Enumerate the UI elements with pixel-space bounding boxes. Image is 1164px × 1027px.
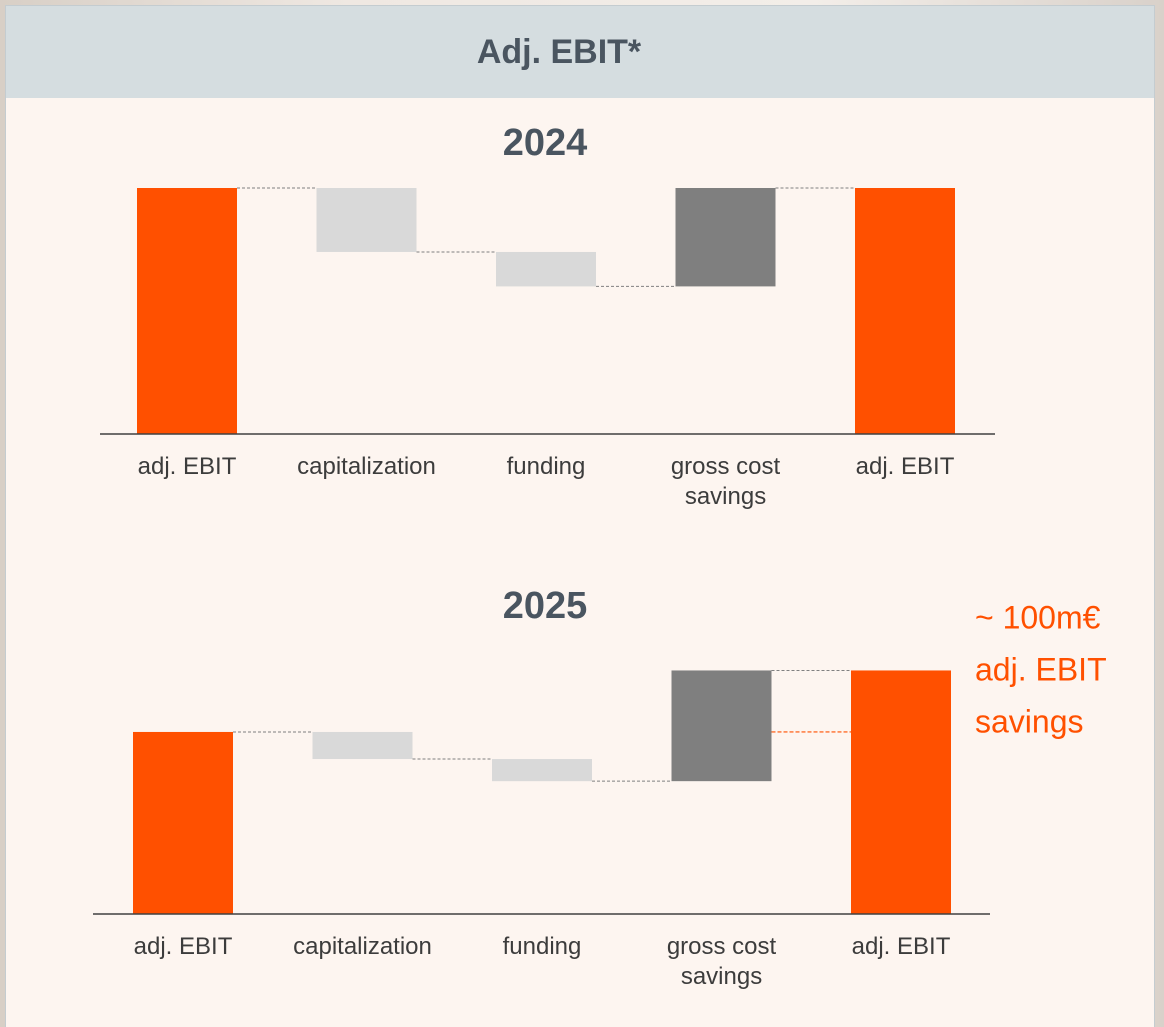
x-tick-label: capitalization — [293, 933, 432, 960]
bar — [312, 731, 413, 760]
header-title: Adj. EBIT* — [476, 32, 642, 71]
bar — [855, 188, 955, 434]
x-tick-label: capitalization — [297, 453, 436, 480]
bar — [492, 759, 592, 782]
x-tick-label: gross cost savings — [670, 453, 781, 510]
x-tick-label: gross cost savings — [666, 933, 777, 990]
chart-title: 2024 — [503, 122, 588, 164]
x-tick-label: adj. EBIT — [851, 933, 951, 960]
bar — [496, 251, 596, 287]
x-tick-label: adj. EBIT — [133, 933, 233, 960]
x-tick-label: funding — [502, 933, 582, 960]
chart-title: 2025 — [503, 585, 588, 627]
bar — [316, 188, 417, 252]
annotation: ~ 100m€ — [975, 599, 1101, 635]
annotation: adj. EBIT — [975, 651, 1107, 687]
x-tick-label: funding — [506, 453, 586, 480]
bar — [675, 188, 776, 287]
annotation: savings — [975, 703, 1084, 739]
x-tick-label: adj. EBIT — [855, 453, 955, 480]
bar — [851, 670, 951, 914]
bar — [671, 670, 772, 782]
header: Adj. EBIT* — [5, 5, 1155, 99]
x-tick-label: adj. EBIT — [137, 453, 237, 480]
bar — [133, 731, 233, 914]
bar — [137, 188, 237, 434]
